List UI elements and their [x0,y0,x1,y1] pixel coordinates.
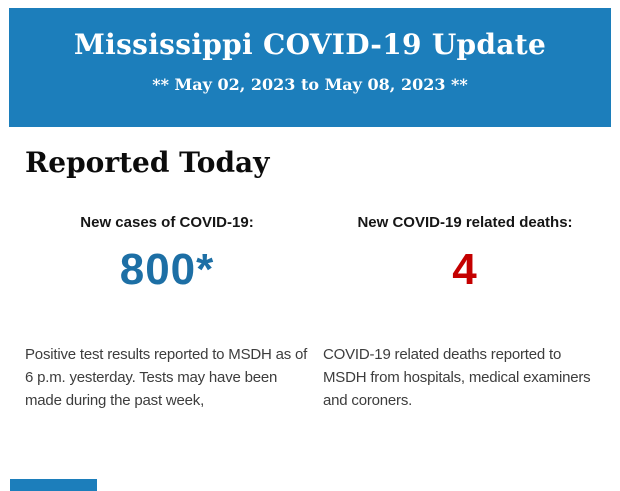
stat-new-deaths: New COVID-19 related deaths: 4 COVID-19 … [323,214,607,412]
section-heading: Reported Today [25,146,270,179]
next-section-peek [10,479,97,491]
new-deaths-value: 4 [452,245,478,294]
new-deaths-label: New COVID-19 related deaths: [357,214,573,231]
newsletter-header: Mississippi COVID-19 Update ** May 02, 2… [9,8,611,127]
page: { "header": { "title": "Mississippi COVI… [0,8,620,491]
new-cases-description: Positive test results reported to MSDH a… [25,346,308,409]
new-cases-value: 800* [119,245,215,294]
stat-new-cases: New cases of COVID-19: 800* Positive tes… [25,214,309,412]
date-range: ** May 02, 2023 to May 08, 2023 ** [152,75,468,94]
newsletter-title: Mississippi COVID-19 Update [73,28,547,61]
new-deaths-description: COVID-19 related deaths reported to MSDH… [323,346,591,409]
newsletter: Mississippi COVID-19 Update ** May 02, 2… [0,8,620,491]
main-content: Reported Today New cases of COVID-19: 80… [0,147,620,412]
stats-grid: New cases of COVID-19: 800* Positive tes… [25,214,620,412]
new-cases-label: New cases of COVID-19: [80,214,254,231]
